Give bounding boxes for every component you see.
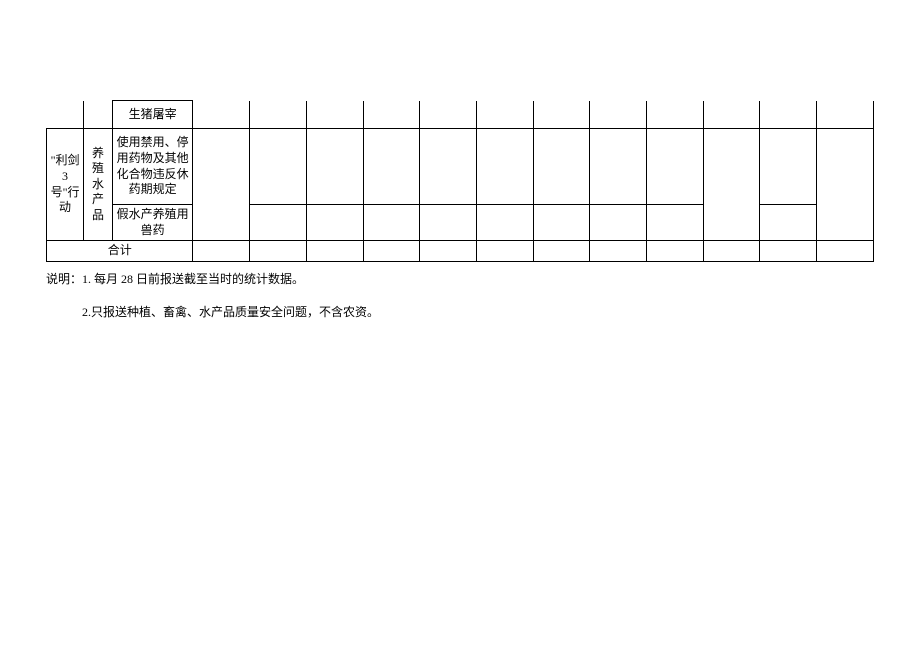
- table-cell: [193, 241, 250, 262]
- table-cell: [590, 101, 647, 129]
- table-cell: [817, 101, 874, 129]
- table-cell: [647, 205, 704, 241]
- table-cell: [533, 205, 590, 241]
- table-cell: [476, 129, 533, 205]
- table-cell: [193, 129, 250, 241]
- table-cell: [590, 205, 647, 241]
- table-cell: [817, 129, 874, 241]
- table-row: 生猪屠宰: [47, 101, 874, 129]
- table-cell: [420, 241, 477, 262]
- table-cell: [250, 205, 307, 241]
- table-cell: [476, 205, 533, 241]
- table-cell: [420, 101, 477, 129]
- table-cell: [306, 129, 363, 205]
- table-cell: [84, 101, 113, 129]
- note-line-1: 说明：1. 每月 28 日前报送截至当时的统计数据。: [46, 270, 874, 289]
- table-cell: [703, 241, 760, 262]
- report-table: 生猪屠宰"利剑3号"行动养殖水产品使用禁用、停用药物及其他化合物违反休药期规定假…: [46, 100, 874, 262]
- table-cell: 假水产养殖用兽药: [112, 205, 192, 241]
- table-cell: [193, 101, 250, 129]
- table-cell: [476, 101, 533, 129]
- table-cell: [363, 101, 420, 129]
- table-cell: [590, 129, 647, 205]
- table-cell: 生猪屠宰: [112, 101, 192, 129]
- table-cell: [420, 205, 477, 241]
- table-row: "利剑3号"行动养殖水产品使用禁用、停用药物及其他化合物违反休药期规定: [47, 129, 874, 205]
- table-cell: [363, 205, 420, 241]
- table-cell: [647, 241, 704, 262]
- table-row: 合计: [47, 241, 874, 262]
- table-cell: [703, 129, 760, 241]
- table-cell: [817, 241, 874, 262]
- table-body: 生猪屠宰"利剑3号"行动养殖水产品使用禁用、停用药物及其他化合物违反休药期规定假…: [47, 101, 874, 262]
- table-cell: 合计: [47, 241, 193, 262]
- table-cell: 养殖水产品: [84, 129, 113, 241]
- table-cell: [306, 205, 363, 241]
- table-cell: [420, 129, 477, 205]
- table-cell: [760, 129, 817, 205]
- table-cell: [760, 205, 817, 241]
- table-cell: [476, 241, 533, 262]
- note-line-2: 2.只报送种植、畜禽、水产品质量安全问题，不含农资。: [46, 303, 874, 322]
- notes-section: 说明：1. 每月 28 日前报送截至当时的统计数据。 2.只报送种植、畜禽、水产…: [46, 270, 874, 322]
- table-cell: [760, 101, 817, 129]
- table-cell: [47, 101, 84, 129]
- table-cell: [760, 241, 817, 262]
- table-cell: [647, 129, 704, 205]
- table-cell: [703, 101, 760, 129]
- table-cell: [590, 241, 647, 262]
- table-cell: [647, 101, 704, 129]
- table-cell: [306, 101, 363, 129]
- table-cell: [306, 241, 363, 262]
- table-cell: [533, 101, 590, 129]
- table-cell: "利剑3号"行动: [47, 129, 84, 241]
- table-cell: [250, 241, 307, 262]
- table-cell: [363, 241, 420, 262]
- table-cell: [250, 101, 307, 129]
- table-cell: [250, 129, 307, 205]
- table-cell: [533, 241, 590, 262]
- table-cell: 使用禁用、停用药物及其他化合物违反休药期规定: [112, 129, 192, 205]
- table-cell: [533, 129, 590, 205]
- table-cell: [363, 129, 420, 205]
